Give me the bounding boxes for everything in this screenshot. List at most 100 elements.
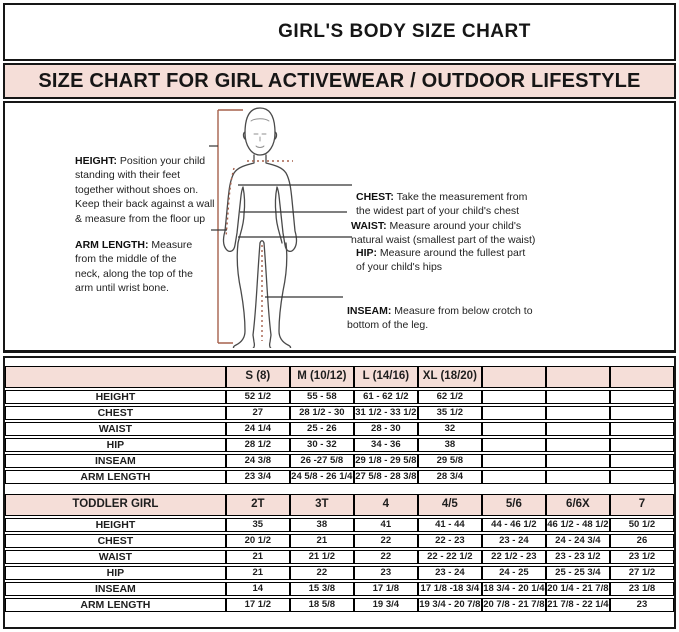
table-cell: 35 1/2 (417, 406, 482, 420)
table-cell (545, 390, 610, 404)
table-cell: 20 1/2 (225, 534, 290, 548)
column-header: 5/6 (481, 494, 546, 516)
column-header: 4/5 (417, 494, 482, 516)
column-header: M (10/12) (289, 366, 354, 388)
table-cell (609, 454, 674, 468)
table-cell: 35 (225, 518, 290, 532)
chest-note-text: Take the measurement from the widest par… (356, 190, 528, 218)
row-label: INSEAM (5, 582, 226, 596)
figure-head (244, 107, 276, 156)
table-row: HIP 21 22 23 23 - 24 24 - 25 25 - 25 3/4 27 1/2 (5, 566, 674, 580)
height-note: HEIGHT: Position your child standing wit… (75, 139, 215, 226)
table-row: CHEST 20 1/2 21 22 22 - 23 23 - 24 24 - 24 3/4… (5, 534, 674, 548)
table-cell: 22 - 22 1/2 (417, 550, 482, 564)
table-cell: 17 1/8 (353, 582, 418, 596)
table-row: INSEAM 24 3/8 26 -27 5/8 29 1/8 - 29 5/8 29 … (5, 454, 674, 468)
table-header-row: S (8) M (10/12) L (14/16) XL (18/20) (5, 366, 674, 388)
table-cell: 22 (353, 534, 418, 548)
table-cell: 19 3/4 - 20 7/8 (417, 598, 482, 612)
column-header: 6/6X (545, 494, 610, 516)
table-cell: 28 1/2 - 30 (289, 406, 354, 420)
row-label: HEIGHT (5, 390, 226, 404)
table-cell: 17 1/2 (225, 598, 290, 612)
table-cell (481, 454, 546, 468)
table-cell: 24 - 24 3/4 (545, 534, 610, 548)
table-cell: 23 (353, 566, 418, 580)
table-cell: 23 - 24 (417, 566, 482, 580)
table-cell (609, 390, 674, 404)
table-cell (609, 438, 674, 452)
column-header: S (8) (225, 366, 290, 388)
table-cell: 20 1/4 - 21 7/8 (545, 582, 610, 596)
table-cell: 21 1/2 (289, 550, 354, 564)
table-row: HEIGHT 35 38 41 41 - 44 44 - 46 1/2 46 1/2 - 4… (5, 518, 674, 532)
arm-length-note: ARM LENGTH: Measure from the middle of t… (75, 223, 193, 296)
row-label: HIP (5, 566, 226, 580)
table-row: WAIST 24 1/4 25 - 26 28 - 30 32 (5, 422, 674, 436)
table-cell: 21 7/8 - 22 1/4 (545, 598, 610, 612)
table-cell: 32 (417, 422, 482, 436)
table-cell: 23 1/8 (609, 582, 674, 596)
table-cell (609, 470, 674, 484)
table-cell (609, 406, 674, 420)
table-cell: 25 - 25 3/4 (545, 566, 610, 580)
table-cell: 23 (609, 598, 674, 612)
table-cell: 27 (225, 406, 290, 420)
table-cell: 62 1/2 (417, 390, 482, 404)
section-banner: SIZE CHART FOR GIRL ACTIVEWEAR / OUTDOOR… (3, 63, 676, 99)
table-cell (481, 438, 546, 452)
table-cell: 28 3/4 (417, 470, 482, 484)
table-cell: 26 (609, 534, 674, 548)
height-note-label: HEIGHT: (75, 154, 117, 167)
table-cell (545, 454, 610, 468)
table-cell: 19 3/4 (353, 598, 418, 612)
table-cell: 38 (417, 438, 482, 452)
table-cell: 22 (289, 566, 354, 580)
table-cell: 25 - 26 (289, 422, 354, 436)
column-header: 4 (353, 494, 418, 516)
table-cell: 31 1/2 - 33 1/2 (353, 406, 418, 420)
table-cell (545, 438, 610, 452)
table-cell (481, 406, 546, 420)
table-cell: 21 (225, 566, 290, 580)
table-cell: 55 - 58 (289, 390, 354, 404)
table-cell (545, 422, 610, 436)
table-cell: 29 1/8 - 29 5/8 (353, 454, 418, 468)
table-row: HEIGHT 52 1/2 55 - 58 61 - 62 1/2 62 1/2 (5, 390, 674, 404)
figure-right-leg (263, 242, 292, 348)
table-cell: 44 - 46 1/2 (481, 518, 546, 532)
arm-length-note-label: ARM LENGTH: (75, 238, 149, 251)
arm-length-note-text: Measure from the middle of the neck, alo… (75, 238, 193, 295)
table-cell: 17 1/8 -18 3/4 (417, 582, 482, 596)
table-row: HIP 28 1/2 30 - 32 34 - 36 38 (5, 438, 674, 452)
table-cell: 23 - 23 1/2 (545, 550, 610, 564)
table-cell (545, 470, 610, 484)
table-cell: 38 (289, 518, 354, 532)
table-cell (609, 422, 674, 436)
measurement-diagram: HEIGHT: Position your child standing wit… (3, 101, 676, 353)
figure-left-leg (232, 242, 261, 348)
table-cell: 50 1/2 (609, 518, 674, 532)
table-cell: 24 5/8 - 26 1/4 (289, 470, 354, 484)
section-banner-label: SIZE CHART FOR GIRL ACTIVEWEAR / OUTDOOR… (38, 69, 641, 92)
table-cell: 21 (225, 550, 290, 564)
column-header (481, 366, 546, 388)
table-cell: 46 1/2 - 48 1/2 (545, 518, 610, 532)
table-cell: 41 - 44 (417, 518, 482, 532)
table-cell: 14 (225, 582, 290, 596)
height-note-text: Position your child standing with their … (75, 154, 215, 225)
column-header: 7 (609, 494, 674, 516)
table-cell (545, 406, 610, 420)
table-cell: 34 - 36 (353, 438, 418, 452)
table-cell: 52 1/2 (225, 390, 290, 404)
page-title: GIRL'S BODY SIZE CHART (278, 21, 531, 42)
column-header (609, 366, 674, 388)
size-tables-section: S (8) M (10/12) L (14/16) XL (18/20) HEIGHT… (3, 356, 676, 629)
row-label: HEIGHT (5, 518, 226, 532)
row-label: ARM LENGTH (5, 598, 226, 612)
table-row: ARM LENGTH 23 3/4 24 5/8 - 26 1/4 27 5/8 - … (5, 470, 674, 484)
column-header: TODDLER GIRL (5, 494, 226, 516)
table-cell: 23 1/2 (609, 550, 674, 564)
column-header: 3T (289, 494, 354, 516)
table-cell: 27 1/2 (609, 566, 674, 580)
